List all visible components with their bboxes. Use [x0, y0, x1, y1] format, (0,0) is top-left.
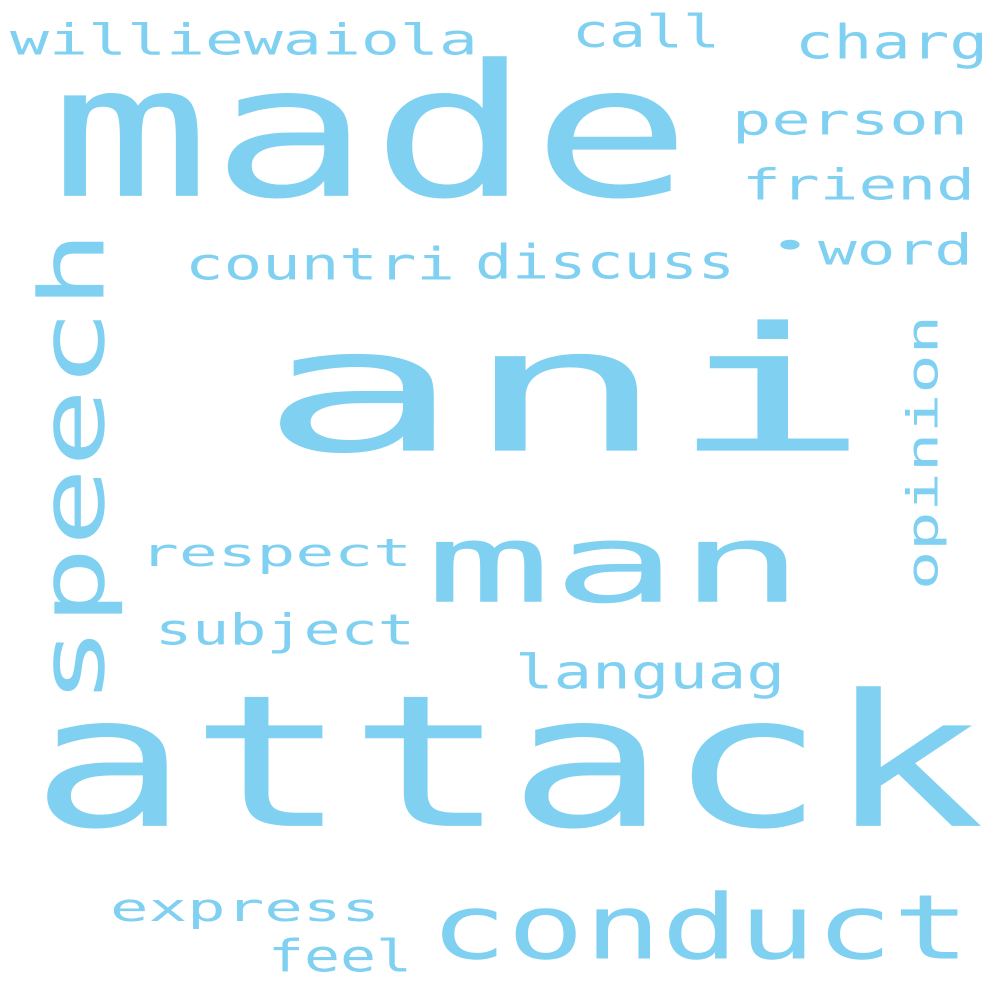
cloud-word-person: person — [732, 96, 968, 146]
cloud-word-call: call — [572, 5, 720, 58]
cloud-word-speech: speech — [21, 230, 125, 705]
cloud-word-ani: ani — [258, 290, 872, 491]
cloud-word-subject: subject — [155, 605, 415, 655]
cloud-word-friend: friend — [742, 160, 975, 210]
cloud-word-man: man — [425, 500, 805, 628]
cloud-word-languag: languag — [515, 646, 785, 700]
cloud-word-opinion: opinion — [899, 315, 949, 590]
cloud-word-feel: feel — [268, 931, 412, 982]
cloud-word-countri: countri — [185, 239, 455, 291]
cloud-word-charg: charg — [795, 16, 988, 70]
cloud-word-express: express — [110, 886, 380, 930]
cloud-word-discuss: discuss — [475, 235, 735, 290]
cloud-word-made: made — [50, 25, 692, 239]
cloud-word-bullet: • — [770, 226, 810, 265]
cloud-word-conduct: conduct — [430, 876, 970, 981]
cloud-word-respect: respect — [140, 530, 412, 575]
cloud-word-williewaiola: williewaiola — [10, 15, 478, 65]
cloud-word-word: word — [818, 225, 973, 275]
cloud-word-attack: attack — [30, 656, 985, 870]
